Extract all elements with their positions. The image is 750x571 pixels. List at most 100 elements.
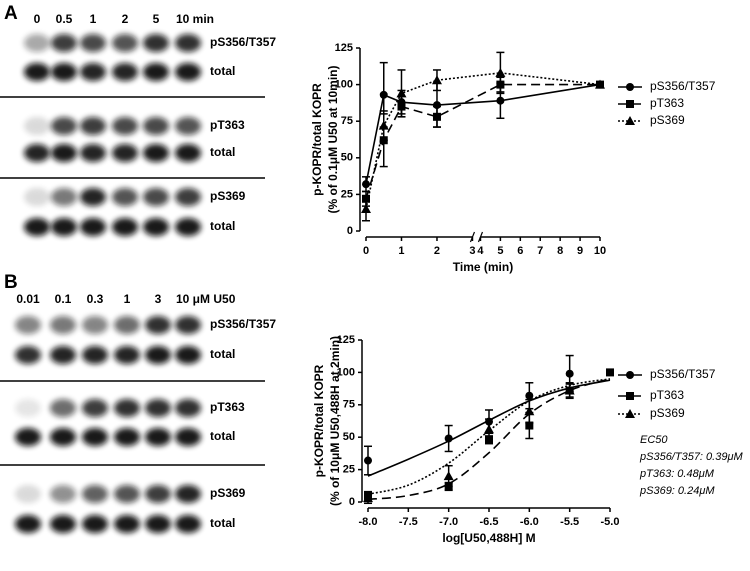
blot-band [145, 399, 171, 417]
marker [625, 116, 635, 125]
x-tick-label: 8 [557, 245, 563, 257]
blot-band [82, 316, 108, 334]
lane-label: 10 μM U50 [176, 292, 236, 306]
marker [626, 371, 634, 379]
row-label: pT363 [210, 400, 245, 414]
blot-band [15, 399, 41, 417]
y-tick-label: 75 [341, 115, 353, 127]
panel-letter: B [4, 272, 18, 293]
lane-label: 10 min [176, 12, 214, 26]
marker [625, 409, 635, 418]
x-tick-label: -7.0 [439, 516, 458, 528]
blot-band [175, 117, 201, 135]
blot-band [24, 63, 50, 81]
blot-band [145, 346, 171, 364]
x-tick-label: -5.5 [560, 516, 579, 528]
blot-band [50, 399, 76, 417]
blot-band [114, 485, 140, 503]
blot-band [143, 218, 169, 236]
blot-band [175, 399, 201, 417]
y-axis-label: (% of 0.1μM U50 at 10min) [326, 65, 340, 213]
marker [626, 392, 634, 400]
marker [496, 96, 505, 105]
marker [525, 421, 534, 430]
annotation: pS369: 0.24μM [639, 485, 715, 497]
blot-band [24, 218, 50, 236]
blot-band [145, 485, 171, 503]
blot-band [24, 34, 50, 52]
blot-band [175, 316, 201, 334]
y-axis-label: (% of 10μM U50,488H at 2min) [328, 336, 342, 506]
blot-band [145, 316, 171, 334]
row-label: total [210, 145, 235, 159]
x-axis-label: log[U50,488H] M [442, 531, 535, 545]
blot-band [175, 428, 201, 446]
blot-band [82, 485, 108, 503]
lane-label: 0.1 [55, 292, 72, 306]
marker [444, 434, 453, 443]
blot-band [112, 63, 138, 81]
row-label: pS356/T357 [210, 35, 276, 49]
blot-band [15, 428, 41, 446]
blot-band [175, 515, 201, 533]
series-line [365, 72, 601, 210]
blot-band [145, 428, 171, 446]
blot-band [82, 428, 108, 446]
marker [432, 112, 441, 121]
legend-label: pS356/T357 [650, 367, 716, 381]
blot-band [80, 144, 106, 162]
blot-band [114, 399, 140, 417]
blot-band [15, 346, 41, 364]
lane-label: 3 [155, 292, 162, 306]
lane-label: 0 [34, 12, 41, 26]
blot-band [51, 218, 77, 236]
blot-band [143, 34, 169, 52]
lane-label: 5 [153, 12, 160, 26]
blot-band [80, 34, 106, 52]
marker [363, 493, 373, 503]
row-label: total [210, 516, 235, 530]
marker [524, 406, 535, 416]
lane-label: 0.3 [87, 292, 104, 306]
blot-band [15, 515, 41, 533]
marker [361, 204, 371, 214]
blot-band [143, 117, 169, 135]
blot-band [82, 346, 108, 364]
y-axis-label: p-KOPR/total KOPR [312, 364, 326, 477]
annotation: EC50 [640, 434, 668, 446]
blot-band [51, 144, 77, 162]
row-label: total [210, 64, 235, 78]
row-label: total [210, 429, 235, 443]
x-tick-label: -6.0 [520, 516, 539, 528]
legend-label: pT363 [650, 96, 684, 110]
row-label: pT363 [210, 118, 245, 132]
y-axis-label: p-KOPR/total KOPR [310, 83, 324, 196]
blot-band [114, 515, 140, 533]
x-tick-label: 0 [363, 245, 369, 257]
marker [379, 90, 388, 99]
x-tick-label: -6.5 [480, 516, 499, 528]
blot-band [145, 515, 171, 533]
marker [595, 79, 605, 89]
lane-label: 2 [122, 12, 129, 26]
marker [606, 368, 614, 377]
blot-band [15, 316, 41, 334]
blot-band [112, 144, 138, 162]
blot-band [175, 218, 201, 236]
row-label: pS369 [210, 486, 246, 500]
blot-band [114, 346, 140, 364]
marker [626, 100, 634, 108]
blot-band [175, 485, 201, 503]
x-tick-label: -7.5 [399, 516, 418, 528]
x-tick-label: 4 [477, 245, 484, 257]
marker [378, 120, 389, 130]
annotation: pT363: 0.48μM [639, 468, 715, 480]
marker [431, 75, 442, 85]
y-tick-label: 50 [341, 152, 353, 164]
blot-band [112, 218, 138, 236]
x-tick-label: 9 [577, 245, 583, 257]
marker [525, 391, 534, 400]
marker [362, 180, 370, 189]
blot-band [80, 218, 106, 236]
